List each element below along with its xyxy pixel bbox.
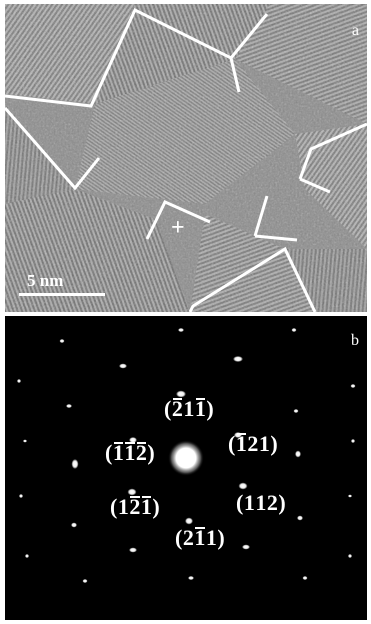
center-marker: + bbox=[171, 215, 185, 241]
scale-bar-label: 5 nm bbox=[27, 271, 64, 290]
diffraction-spots bbox=[5, 316, 367, 620]
miller-index-label: (112) bbox=[105, 440, 156, 465]
miller-index-label: (121) bbox=[228, 431, 279, 456]
hrtem-lattice-image bbox=[5, 4, 367, 312]
grain-boundary-lines bbox=[5, 7, 367, 312]
miller-index-label: (112) bbox=[236, 490, 287, 515]
scale-bar bbox=[19, 293, 105, 296]
miller-index-label: (211) bbox=[175, 525, 226, 550]
panel-label-a: a bbox=[351, 22, 359, 39]
miller-index-label: (211) bbox=[164, 396, 215, 421]
panel-label-b: b bbox=[351, 332, 359, 349]
miller-index-label: (121) bbox=[110, 494, 161, 519]
diffraction-pattern-panel: b (211) (121) (112) (112) (121) (211) bbox=[5, 316, 367, 620]
hrtem-image-panel: a + 5 nm bbox=[5, 4, 367, 312]
